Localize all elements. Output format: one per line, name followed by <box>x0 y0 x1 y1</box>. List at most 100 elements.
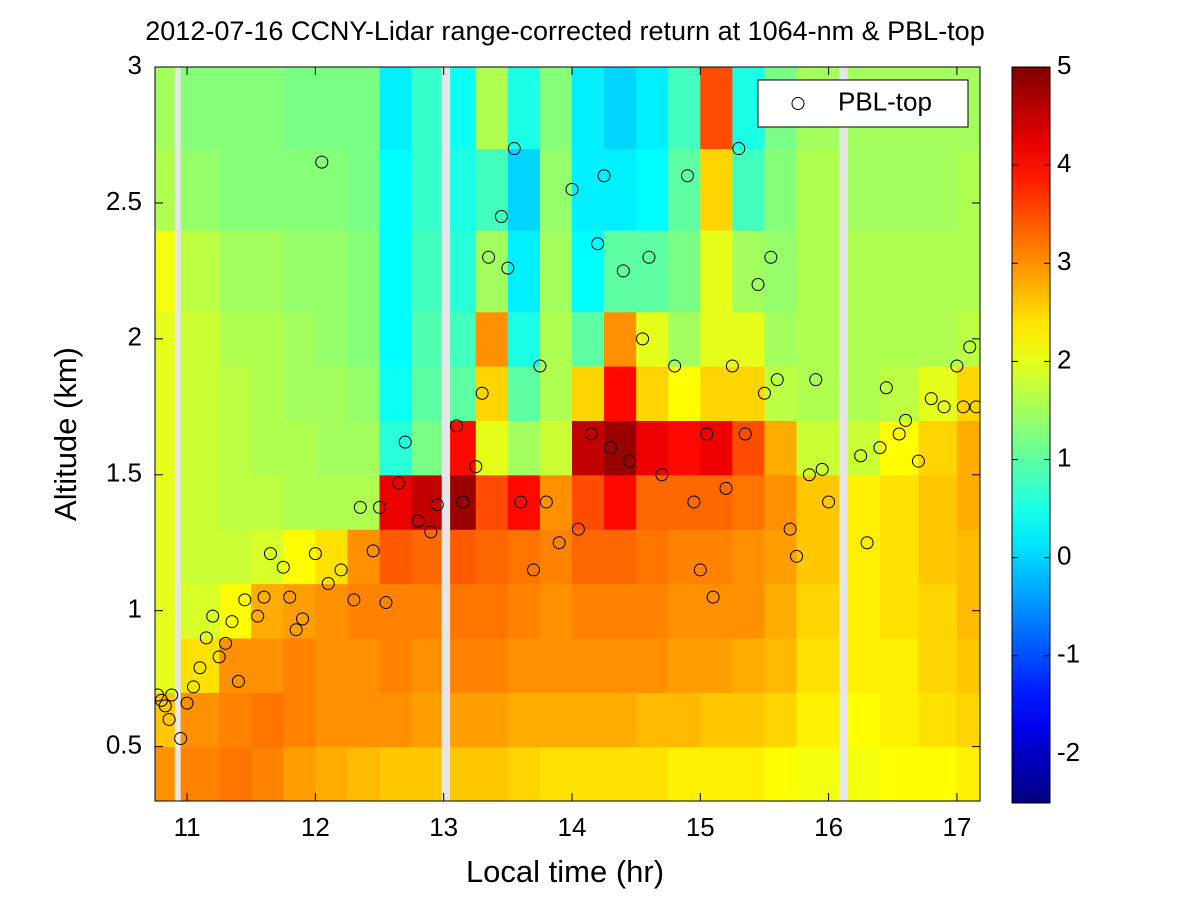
colorbar-tick-label: 5 <box>1057 50 1071 80</box>
heatmap-cell <box>283 692 316 748</box>
heatmap-cell <box>411 148 442 231</box>
heatmap-cell <box>219 420 252 476</box>
heatmap-cell <box>450 474 477 530</box>
heatmap-cell <box>918 692 958 748</box>
heatmap-cell <box>315 230 349 313</box>
y-tick-label: 1 <box>128 594 142 624</box>
heatmap-cell <box>507 420 541 476</box>
heatmap-cell <box>847 692 881 748</box>
heatmap-cell <box>879 474 920 530</box>
heatmap-cell <box>847 420 881 476</box>
heatmap-cell <box>604 420 637 476</box>
colorbar-tick-label: -2 <box>1057 737 1080 767</box>
legend-marker <box>791 97 805 110</box>
pbl-point <box>616 264 630 278</box>
heatmap-cell <box>700 67 733 150</box>
heatmap-cell <box>796 692 840 748</box>
pbl-point <box>950 359 964 373</box>
heatmap-cell <box>379 583 413 639</box>
heatmap-cell <box>315 420 349 476</box>
pbl-point <box>225 615 239 629</box>
heatmap-cell <box>475 366 509 422</box>
heatmap-cell <box>475 746 509 801</box>
heatmap-cell <box>796 637 840 693</box>
pbl-point <box>162 712 176 726</box>
heatmap-cell <box>668 583 701 639</box>
heatmap-cell <box>379 474 413 530</box>
heatmap-cell <box>956 474 980 530</box>
heatmap-cell <box>180 67 220 150</box>
heatmap-cell <box>347 366 381 422</box>
heatmap-cell <box>180 529 220 585</box>
pbl-point <box>430 498 444 512</box>
pbl-point <box>238 593 252 607</box>
heatmap-cell <box>507 529 541 585</box>
heatmap-cell <box>918 746 958 801</box>
pbl-point <box>174 731 188 745</box>
pbl-point <box>719 481 733 495</box>
pbl-point <box>469 460 483 474</box>
heatmap-cell <box>636 746 669 801</box>
heatmap-cell <box>411 67 442 150</box>
heatmap-cell <box>315 148 349 231</box>
heatmap-cell <box>450 230 477 313</box>
heatmap-cell <box>668 366 701 422</box>
heatmap-cell <box>956 366 980 422</box>
heatmap-cell <box>219 692 252 748</box>
heatmap-cell <box>180 311 220 367</box>
pbl-point <box>392 476 406 490</box>
pbl-point <box>373 500 387 514</box>
pbl-point <box>199 631 213 645</box>
pbl-point <box>193 661 207 675</box>
heatmap-cell <box>507 366 541 422</box>
pbl-point <box>180 696 194 710</box>
pbl-point <box>251 609 265 623</box>
heatmap-cell <box>379 148 413 231</box>
heatmap-cell <box>251 637 284 693</box>
heatmap-cell <box>283 230 316 313</box>
heatmap-cell <box>450 311 477 367</box>
heatmap-cell <box>315 474 349 530</box>
pbl-point <box>937 400 951 414</box>
heatmap-cell <box>315 637 349 693</box>
heatmap-cell <box>219 366 252 422</box>
heatmap-cell <box>283 148 316 231</box>
pbl-point <box>206 609 220 623</box>
pbl-point <box>790 549 804 563</box>
pbl-point <box>353 500 367 514</box>
y-tick-label: 1.5 <box>106 458 142 488</box>
heatmap-cell <box>283 529 316 585</box>
heatmap-cell <box>732 230 766 313</box>
heatmap-cell <box>636 230 669 313</box>
heatmap-cell <box>879 420 920 476</box>
heatmap-cell <box>879 583 920 639</box>
heatmap-cell <box>956 746 980 801</box>
heatmap-cell <box>732 637 766 693</box>
heatmap-cell <box>879 529 920 585</box>
heatmap-cell <box>450 67 477 150</box>
heatmap-cell <box>347 583 381 639</box>
heatmap-cell <box>796 230 840 313</box>
heatmap-cell <box>668 230 701 313</box>
pbl-point <box>315 155 329 169</box>
heatmap-cell <box>180 637 220 693</box>
heatmap-cell <box>668 420 701 476</box>
heatmap-cell <box>180 148 220 231</box>
pbl-point <box>347 593 361 607</box>
heatmap-cell <box>847 230 881 313</box>
pbl-point <box>822 495 836 509</box>
pbl-point <box>289 623 303 637</box>
pbl-point <box>963 340 977 354</box>
heatmap-cell <box>636 529 669 585</box>
heatmap-cell <box>732 583 766 639</box>
heatmap-cell <box>347 420 381 476</box>
x-tick-label: 13 <box>429 812 458 842</box>
pbl-point <box>770 373 784 387</box>
heatmap-cell <box>700 311 733 367</box>
heatmap-cell <box>847 746 881 801</box>
pbl-point <box>725 359 739 373</box>
heatmap-cell <box>411 746 442 801</box>
heatmap-cell <box>636 637 669 693</box>
heatmap-cell <box>155 311 175 367</box>
heatmap-cell <box>571 230 605 313</box>
